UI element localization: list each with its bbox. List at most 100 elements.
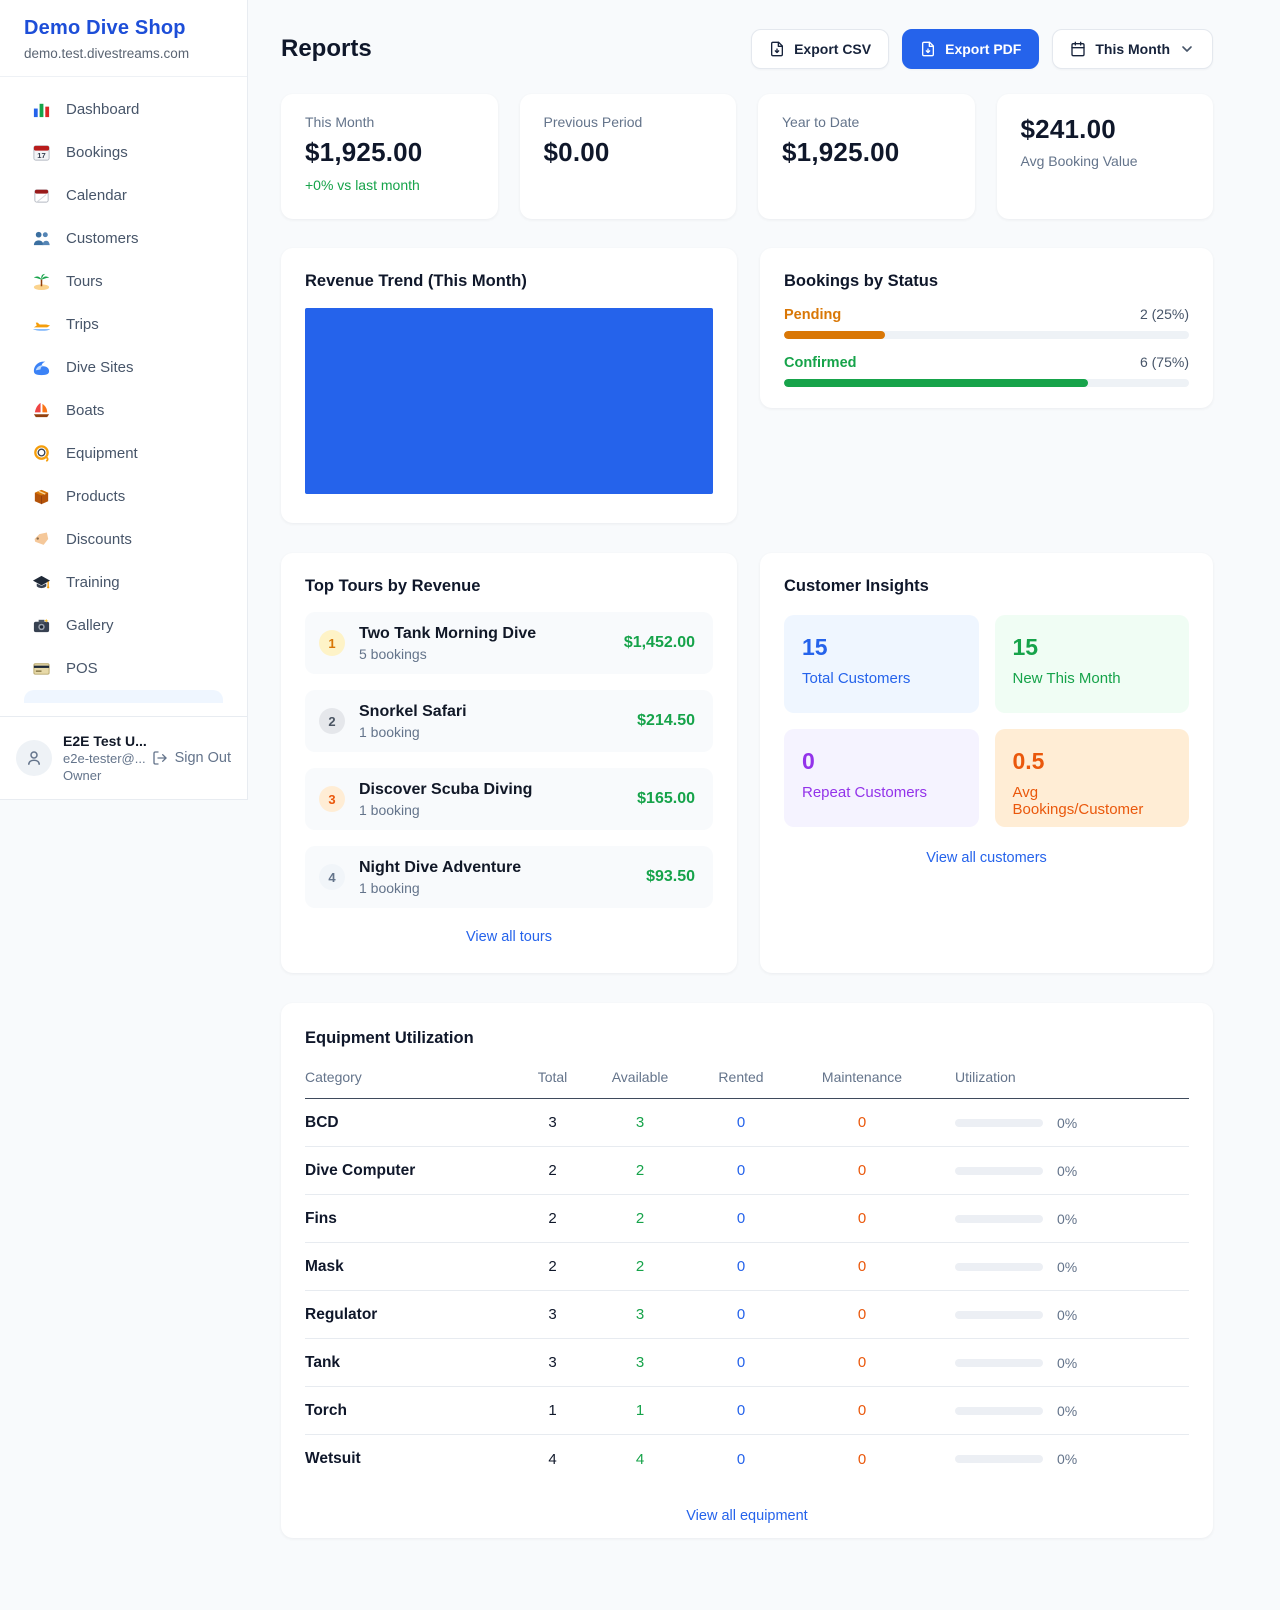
tile-label: New This Month <box>1012 670 1121 687</box>
sidebar-item-label: Discounts <box>66 531 132 548</box>
utilization-percent: 0% <box>1057 1258 1078 1275</box>
sidebar-item-trips[interactable]: Trips <box>12 303 235 346</box>
column-header-category: Category <box>305 1069 362 1085</box>
user-email: e2e-tester@... <box>63 751 146 767</box>
sidebar-item-bookings[interactable]: 17 Bookings <box>12 131 235 174</box>
cell-category: Fins <box>305 1209 337 1227</box>
cell-utilization: 0% <box>932 1163 1189 1179</box>
sidebar-item-label: Customers <box>66 230 139 247</box>
customers-people-icon <box>31 229 51 249</box>
sidebar-item-tours[interactable]: Tours <box>12 260 235 303</box>
sidebar-item-equipment[interactable]: Equipment <box>12 432 235 475</box>
customer-insights-title: Customer Insights <box>784 577 929 595</box>
tour-bookings: 5 bookings <box>359 645 427 662</box>
stat-delta: +0% vs last month <box>305 177 420 193</box>
stats-row: This Month $1,925.00 +0% vs last month P… <box>281 94 1213 219</box>
cell-maintenance: 0 <box>857 1258 867 1275</box>
sidebar-item-boats[interactable]: Boats <box>12 389 235 432</box>
sidebar-item-label: Equipment <box>66 445 138 462</box>
insight-tile-avg-bookings: 0.5 Avg Bookings/Customer <box>994 729 1189 827</box>
equipment-table: Category Total Available Rented Maintena… <box>305 1069 1189 1483</box>
cell-total: 1 <box>548 1402 557 1419</box>
sidebar-item-customers[interactable]: Customers <box>12 217 235 260</box>
column-header-available: Available <box>611 1069 669 1085</box>
sidebar-item-dive-sites[interactable]: Dive Sites <box>12 346 235 389</box>
cell-maintenance: 0 <box>857 1114 867 1131</box>
sidebar-item-label: Gallery <box>66 617 114 634</box>
cell-category: Dive Computer <box>305 1161 416 1179</box>
table-row: Torch 1 1 0 0 0% <box>305 1387 1189 1435</box>
column-header-maintenance: Maintenance <box>821 1069 903 1085</box>
cell-available: 2 <box>635 1258 645 1275</box>
sidebar-item-label: POS <box>66 660 98 677</box>
table-row: Regulator 3 3 0 0 0% <box>305 1291 1189 1339</box>
file-download-icon <box>922 41 935 57</box>
shop-name: Demo Dive Shop <box>24 17 186 39</box>
stat-label: This Month <box>305 114 375 130</box>
sidebar-item-label: Products <box>66 488 126 505</box>
tour-name: Snorkel Safari <box>359 702 467 720</box>
utilization-bar <box>955 1406 1043 1415</box>
header-actions: Export CSV Export PDF This Month <box>751 29 1213 69</box>
cell-maintenance: 0 <box>857 1306 867 1323</box>
utilization-bar <box>955 1310 1043 1319</box>
cell-rented: 0 <box>736 1402 746 1419</box>
cell-category: Torch <box>305 1401 347 1419</box>
user-name: E2E Test U... <box>63 732 147 749</box>
sign-out-button[interactable]: Sign Out <box>152 750 231 766</box>
tour-row: 1 Two Tank Morning Dive 5 bookings $1,45… <box>305 612 713 674</box>
tour-name: Two Tank Morning Dive <box>359 624 537 642</box>
cell-rented: 0 <box>736 1306 746 1323</box>
tours-island-icon <box>31 272 51 292</box>
column-header-rented: Rented <box>718 1069 764 1085</box>
view-all-tours-link[interactable]: View all tours <box>466 929 552 945</box>
cell-available: 3 <box>635 1306 645 1323</box>
products-package-icon <box>31 487 51 507</box>
cell-maintenance: 0 <box>857 1450 867 1468</box>
insight-tile-new-this-month: 15 New This Month <box>994 615 1189 713</box>
cell-category: Regulator <box>305 1305 378 1323</box>
view-all-customers-link[interactable]: View all customers <box>926 850 1047 866</box>
rank-badge: 3 <box>319 786 345 812</box>
cell-total: 2 <box>548 1258 557 1275</box>
cell-utilization: 0% <box>932 1403 1189 1419</box>
export-csv-button[interactable]: Export CSV <box>751 29 890 69</box>
tile-value: 0 <box>802 748 815 774</box>
stat-card-previous-period: Previous Period $0.00 <box>519 94 736 219</box>
status-bar-fill <box>784 379 1088 387</box>
rank-badge: 4 <box>319 864 345 890</box>
tour-revenue: $1,452.00 <box>623 634 695 651</box>
insight-tiles: 15 Total Customers 15 New This Month 0 R… <box>784 615 1189 827</box>
sidebar-item-discounts[interactable]: Discounts <box>12 518 235 561</box>
period-selector[interactable]: This Month <box>1052 29 1213 69</box>
tour-bookings: 1 booking <box>359 723 420 740</box>
sidebar-item-dashboard[interactable]: Dashboard <box>12 88 235 131</box>
sidebar-item-calendar[interactable]: Calendar <box>12 174 235 217</box>
utilization-bar <box>955 1214 1043 1223</box>
tour-name: Night Dive Adventure <box>359 858 522 876</box>
cell-maintenance: 0 <box>857 1162 867 1179</box>
sidebar-item-training[interactable]: Training <box>12 561 235 604</box>
cell-available: 1 <box>635 1402 645 1419</box>
dashboard-chart-icon <box>31 100 51 120</box>
rank-badge: 2 <box>319 708 345 734</box>
utilization-percent: 0% <box>1057 1402 1078 1419</box>
sidebar-item-label: Dive Sites <box>66 359 134 376</box>
sidebar-item-pos[interactable]: POS <box>12 647 235 690</box>
cell-total: 3 <box>548 1114 557 1131</box>
sidebar-item-gallery[interactable]: Gallery <box>12 604 235 647</box>
sidebar-item-reports-active[interactable] <box>24 690 223 703</box>
sidebar-item-products[interactable]: Products <box>12 475 235 518</box>
tile-value: 0.5 <box>1012 748 1045 774</box>
sidebar-item-label: Dashboard <box>66 101 140 118</box>
revenue-trend-chart <box>305 308 713 494</box>
utilization-bar <box>955 1118 1043 1127</box>
table-row: Tank 3 3 0 0 0% <box>305 1339 1189 1387</box>
cell-available: 2 <box>635 1210 645 1227</box>
cell-category: Mask <box>305 1257 344 1275</box>
view-all-equipment-link[interactable]: View all equipment <box>686 1508 808 1524</box>
stat-value: $0.00 <box>543 137 610 167</box>
export-pdf-button[interactable]: Export PDF <box>902 29 1040 69</box>
stat-card-year-to-date: Year to Date $1,925.00 <box>758 94 975 219</box>
table-row: Dive Computer 2 2 0 0 0% <box>305 1147 1189 1195</box>
